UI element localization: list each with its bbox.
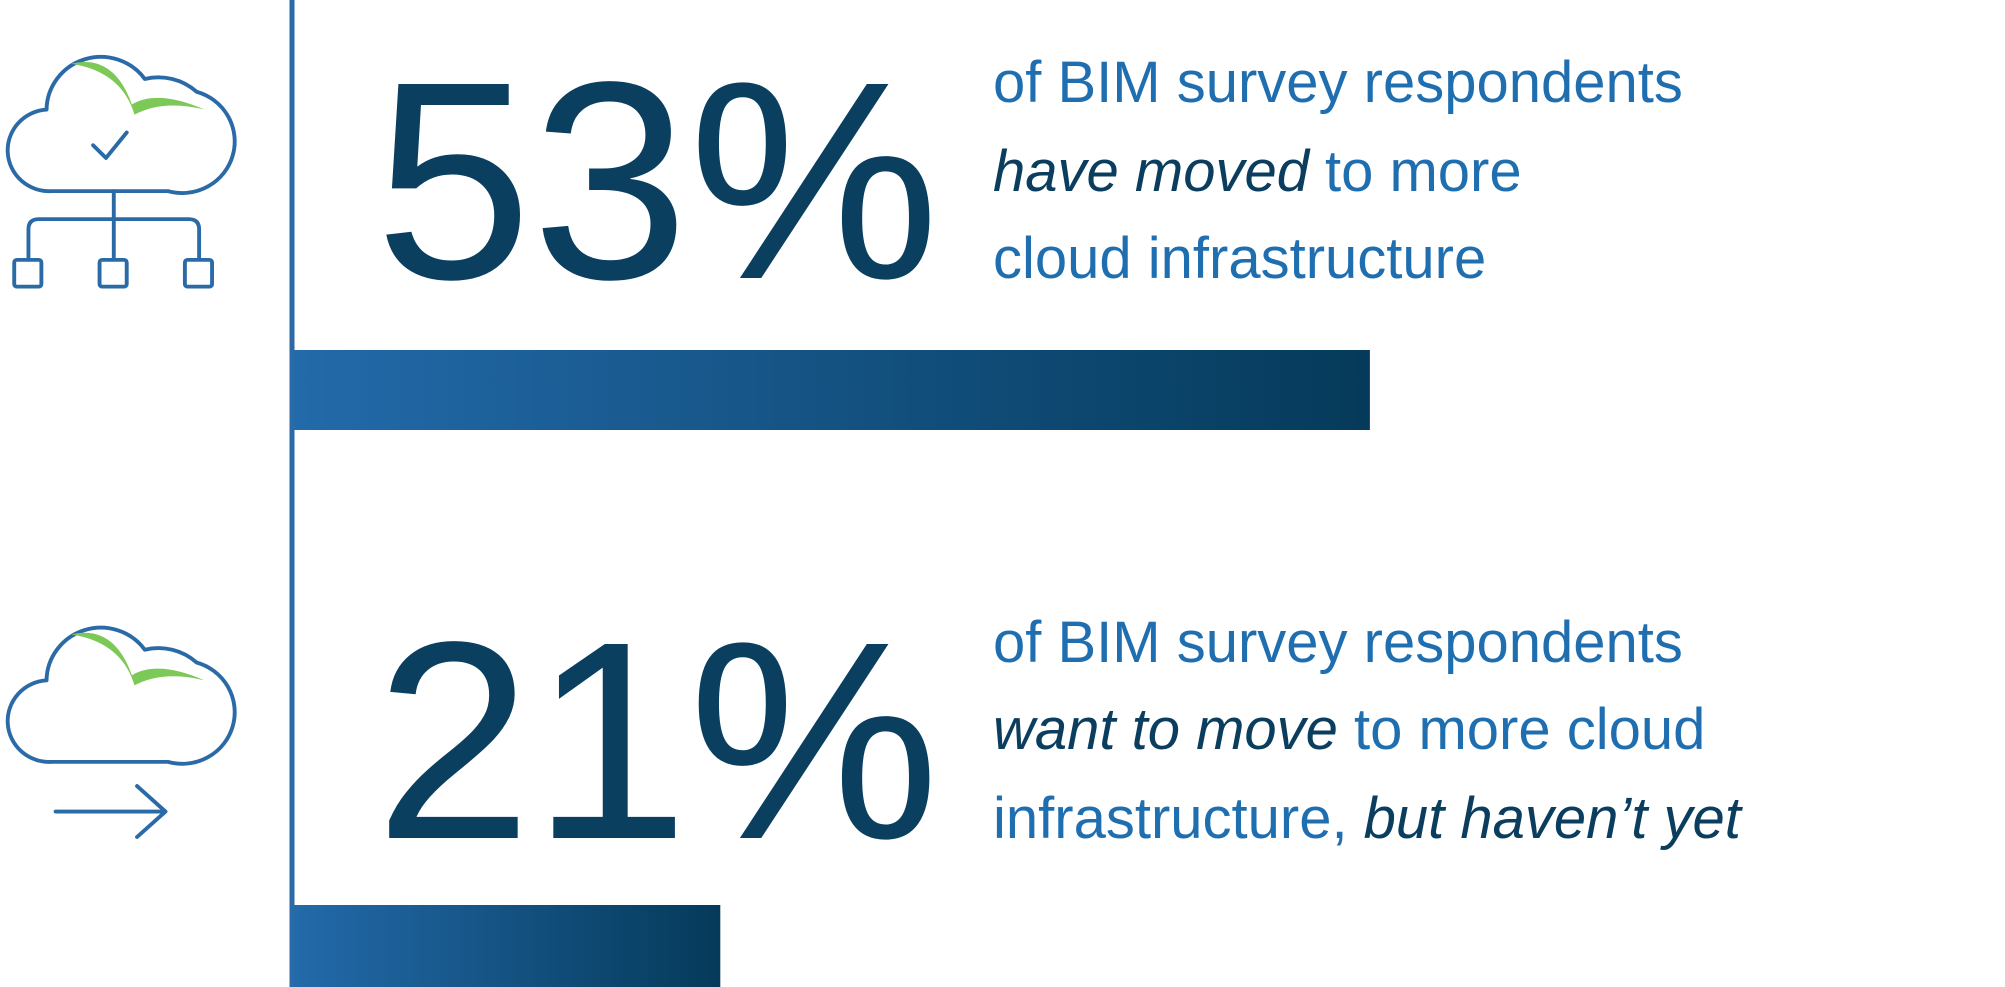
value-label: 21% <box>375 583 939 898</box>
description-text: of BIM survey respondents <box>993 50 1683 115</box>
bar <box>294 905 721 987</box>
emphasis-text: want to move <box>993 697 1338 762</box>
description-text: of BIM survey respondents <box>993 610 1683 675</box>
description-text: to more <box>1325 139 1522 204</box>
value-label: 53% <box>375 23 939 338</box>
description-text: infrastructure, <box>993 786 1348 851</box>
description-line: want to move to more cloud <box>993 697 1705 762</box>
emphasis-text: but haven’t yet <box>1364 786 1744 851</box>
description-line: cloud infrastructure <box>993 226 1486 291</box>
description-line: of BIM survey respondents <box>993 610 1683 675</box>
cloud-network-icon <box>5 55 237 289</box>
cloud-arrow-icon <box>5 625 237 839</box>
description-line: infrastructure, but haven’t yet <box>993 786 1744 851</box>
description-text: cloud infrastructure <box>993 226 1486 291</box>
bar <box>294 350 1370 430</box>
emphasis-text: have moved <box>993 139 1311 204</box>
description-line: have moved to more <box>993 139 1522 204</box>
description-text: to more cloud <box>1354 697 1705 762</box>
description-line: of BIM survey respondents <box>993 50 1683 115</box>
